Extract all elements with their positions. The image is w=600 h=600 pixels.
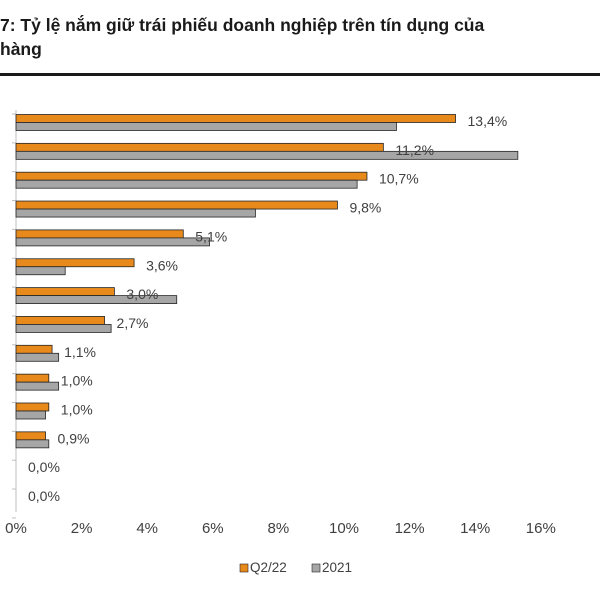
bar-q2-22 bbox=[15, 258, 135, 268]
x-tick-label: 16% bbox=[526, 520, 556, 537]
bar-q2-22 bbox=[15, 229, 184, 239]
x-tick-label: 14% bbox=[460, 520, 490, 537]
bar-2021 bbox=[15, 150, 519, 160]
bar-2021 bbox=[15, 352, 60, 362]
bar-q2-22 bbox=[15, 344, 53, 354]
bar-q2-22 bbox=[15, 287, 115, 297]
data-label-q2-22: 9,8% bbox=[349, 200, 381, 216]
bar-q2-22 bbox=[15, 142, 384, 152]
x-tick-label: 6% bbox=[202, 520, 224, 537]
x-tick-label: 4% bbox=[136, 520, 158, 537]
bar-2021 bbox=[15, 266, 66, 276]
bar-q2-22 bbox=[15, 114, 456, 123]
data-label-q2-22: 1,0% bbox=[61, 402, 93, 418]
data-label-q2-22: 11,2% bbox=[395, 142, 434, 158]
title-divider bbox=[0, 73, 600, 76]
data-label-q2-22: 1,0% bbox=[61, 373, 93, 389]
data-label-q2-22: 13,4% bbox=[468, 113, 508, 129]
data-label-q2-22: 3,0% bbox=[126, 286, 158, 302]
bar-2021 bbox=[15, 122, 397, 131]
x-tick-label: 12% bbox=[395, 520, 425, 537]
data-label-q2-22: 5,1% bbox=[195, 228, 227, 244]
legend-label-q2-22: Q2/22 bbox=[250, 560, 287, 575]
data-label-q2-22: 0,0% bbox=[28, 459, 60, 475]
bar-2021 bbox=[15, 208, 256, 218]
bar-2021 bbox=[15, 295, 178, 305]
legend-label-2021: 2021 bbox=[322, 560, 352, 575]
x-tick-label: 8% bbox=[268, 520, 290, 537]
data-label-q2-22: 0,9% bbox=[58, 430, 90, 446]
bar-q2-22 bbox=[15, 316, 105, 325]
chart-title-line-2: hàng bbox=[0, 39, 42, 59]
bar-q2-22 bbox=[15, 200, 338, 210]
data-label-q2-22: 1,1% bbox=[64, 344, 96, 360]
bar-2021 bbox=[15, 237, 210, 247]
data-label-q2-22: 3,6% bbox=[146, 257, 178, 273]
bar-2021 bbox=[15, 179, 358, 189]
bar-q2-22 bbox=[15, 402, 50, 412]
bar-q2-22 bbox=[15, 171, 368, 181]
x-tick-label: 2% bbox=[71, 520, 93, 537]
bar-2021 bbox=[15, 439, 50, 449]
bar-2021 bbox=[15, 324, 112, 333]
data-label-q2-22: 0,0% bbox=[28, 488, 60, 504]
chart-title-line-1: 7: Tỷ lệ nắm giữ trái phiếu doanh nghiệp… bbox=[0, 15, 485, 35]
data-label-q2-22: 10,7% bbox=[379, 171, 419, 187]
legend-swatch-2021 bbox=[311, 563, 321, 573]
x-tick-label: 10% bbox=[329, 520, 359, 537]
x-tick-label: 0% bbox=[5, 520, 27, 537]
legend-swatch-q2-22 bbox=[239, 563, 249, 573]
bar-2021 bbox=[15, 381, 60, 391]
bar-q2-22 bbox=[15, 373, 50, 383]
bar-q2-22 bbox=[15, 431, 46, 441]
data-label-q2-22: 2,7% bbox=[117, 315, 149, 331]
chart-title: 7: Tỷ lệ nắm giữ trái phiếu doanh nghiệp… bbox=[0, 13, 600, 61]
bar-2021 bbox=[15, 410, 46, 420]
